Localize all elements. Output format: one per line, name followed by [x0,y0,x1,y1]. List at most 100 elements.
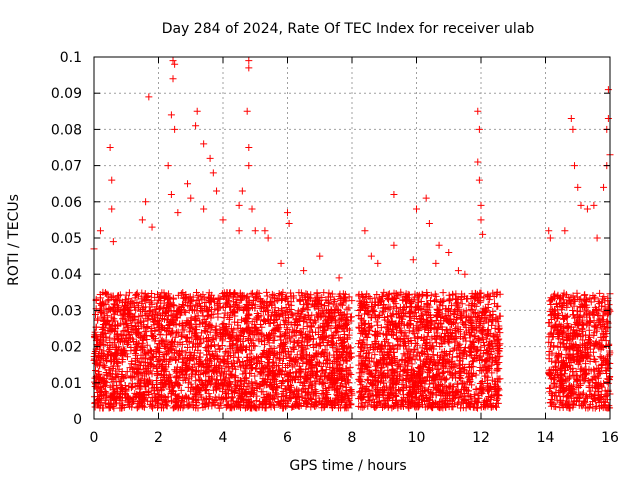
data-point [279,404,287,412]
data-point [332,302,340,310]
data-point [160,315,168,323]
data-point [98,325,106,333]
data-point [221,348,229,356]
data-point [108,374,116,382]
data-point [211,401,219,409]
data-point [167,397,175,405]
data-point [128,321,136,329]
data-point [263,292,271,300]
data-point [345,293,353,301]
data-point [302,290,310,298]
data-points [90,57,614,412]
data-point [208,402,216,410]
data-point [170,301,178,309]
data-point [160,299,168,307]
data-point [324,359,332,367]
data-point [134,302,142,310]
data-point [252,324,260,332]
data-point [293,369,301,377]
data-point [154,296,162,304]
data-point [299,325,307,333]
data-point [265,319,273,327]
data-point [92,366,100,374]
data-point [206,381,214,389]
data-point [324,337,332,345]
data-point [153,299,161,307]
data-point [222,302,230,310]
data-point [271,403,279,411]
data-point [197,303,205,311]
data-point [296,372,304,380]
data-point [235,331,243,339]
data-point [138,372,146,380]
data-point [333,323,341,331]
data-point [325,289,333,297]
data-point [167,311,175,319]
data-point [249,331,257,339]
data-point [296,316,304,324]
data-point [298,329,306,337]
data-point [184,402,192,410]
data-point [248,378,256,386]
data-point [281,364,289,372]
data-point [117,330,125,338]
data-point [330,295,338,303]
data-point [209,367,217,375]
data-point [245,311,253,319]
data-point [141,290,149,298]
data-point [347,385,355,393]
data-point [257,312,265,320]
data-point [124,340,132,348]
data-point [318,389,326,397]
data-point [230,388,238,396]
data-point [196,353,204,361]
data-point [188,306,196,314]
data-point [148,402,156,410]
data-point [311,316,319,324]
data-point [133,290,141,298]
data-point [121,316,129,324]
data-point [193,307,201,315]
data-point [125,393,133,401]
data-point [174,291,182,299]
data-point [340,334,348,342]
data-point [345,379,353,387]
data-point [243,345,251,353]
data-point [213,395,221,403]
data-point [202,386,210,394]
data-point [303,305,311,313]
data-point [322,393,330,401]
data-point [267,312,275,320]
data-point [243,353,251,361]
data-point [331,394,339,402]
data-point [283,307,291,315]
data-point [152,376,160,384]
data-point [123,368,131,376]
data-point [190,339,198,347]
data-point [104,297,112,305]
data-point [138,289,146,297]
data-point [237,363,245,371]
data-point [277,296,285,304]
data-point [193,302,201,310]
data-point [190,360,198,368]
data-point [109,385,117,393]
data-point [225,400,233,408]
data-point [300,304,308,312]
data-point [117,377,125,385]
data-point [239,337,247,345]
data-point [246,342,254,350]
data-point [219,324,227,332]
data-point [238,316,246,324]
data-point [227,344,235,352]
data-point [265,355,273,363]
data-point [348,391,356,399]
data-point [317,363,325,371]
data-point [328,341,336,349]
data-point [187,365,195,373]
data-point [270,358,278,366]
data-point [314,313,322,321]
data-point [216,295,224,303]
data-point [255,289,263,297]
